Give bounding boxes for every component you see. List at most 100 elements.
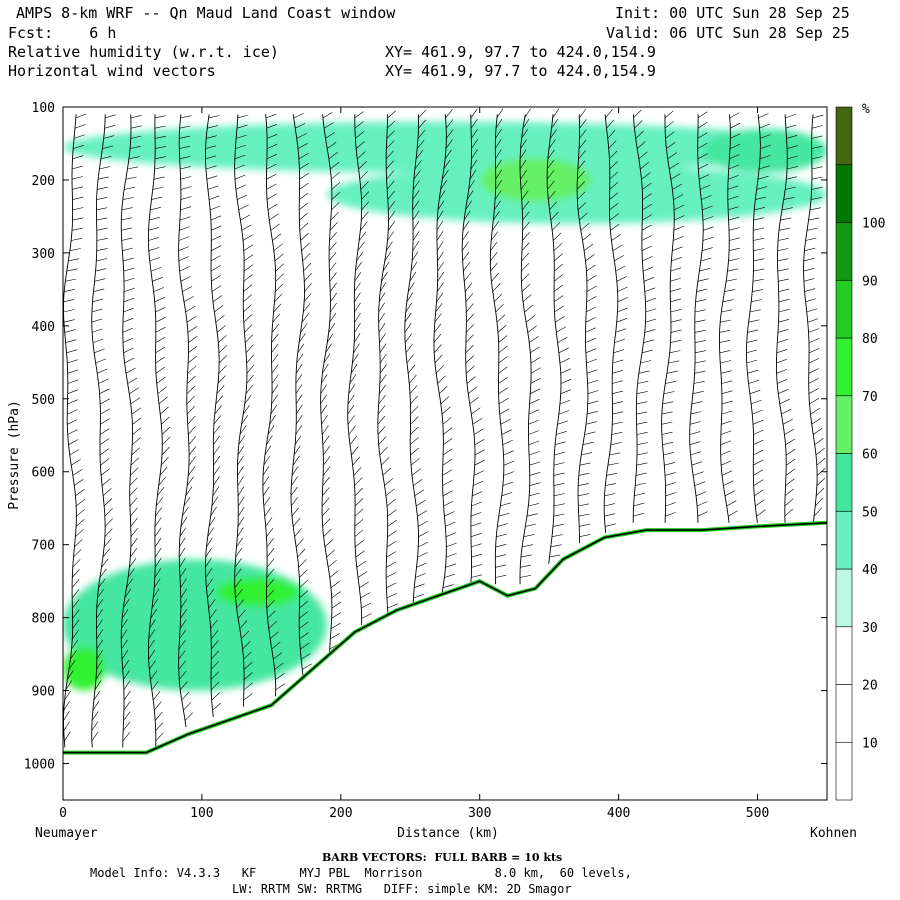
y-tick-label: 500 <box>32 393 55 408</box>
x-tick-label: 500 <box>746 806 769 821</box>
x-axis-label: Distance (km) <box>397 826 499 841</box>
y-tick-label: 300 <box>32 247 55 262</box>
header-line1-right: Init: 00 UTC Sun 28 Sep 25 <box>615 4 850 22</box>
y-tick-label: 700 <box>32 539 55 554</box>
model-info-line2: LW: RRTM SW: RRTMG DIFF: simple KM: 2D S… <box>232 882 572 896</box>
x-tick-label: 400 <box>607 806 630 821</box>
colorbar-swatch <box>835 337 853 397</box>
wind-barb-flags <box>661 110 685 517</box>
colorbar-unit-label: % <box>862 102 870 117</box>
wind-barb-shaft <box>775 114 788 523</box>
wind-barb-flags <box>604 109 629 527</box>
colorbar-level-label: 60 <box>862 448 878 463</box>
wind-barb-flags <box>746 113 771 517</box>
header-line2-right: Valid: 06 UTC Sun 28 Sep 25 <box>606 24 850 42</box>
plot-frame <box>62 106 828 801</box>
x-tick-label: 200 <box>329 806 352 821</box>
colorbar-swatch <box>835 453 853 512</box>
x-start-station-label: Neumayer <box>35 826 98 841</box>
wind-barb-flags <box>320 112 342 650</box>
y-tick-label: 1000 <box>24 758 55 773</box>
wind-barb-shaft <box>404 114 419 605</box>
wind-barb-shaft <box>803 114 818 523</box>
wind-barb-flags <box>148 115 171 742</box>
colorbar-level-label: 50 <box>862 505 878 520</box>
colorbar-level-label: 90 <box>862 274 878 289</box>
wind-barb-flags <box>546 108 572 558</box>
header-line1-left: AMPS 8-km WRF -- Qn Maud Land Coast wind… <box>16 4 396 22</box>
wind-barb-flags <box>178 115 198 721</box>
wind-barb-flags <box>120 115 142 742</box>
header-line4-left: Horizontal wind vectors <box>8 62 216 80</box>
colorbar-swatch <box>835 510 853 570</box>
wind-barb-flags <box>433 109 457 588</box>
wind-barb-shaft <box>63 114 77 748</box>
wind-barb-flags <box>461 108 485 578</box>
wind-barb-shaft <box>178 114 190 728</box>
colorbar-level-label: 20 <box>862 679 878 694</box>
colorbar-level-label: 80 <box>862 332 878 347</box>
wind-barb-flags <box>234 114 255 701</box>
y-tick-label: 600 <box>32 466 55 481</box>
wind-barb-flags <box>689 111 714 517</box>
wind-barb-flags <box>404 109 429 599</box>
wind-barb-shaft <box>262 114 277 697</box>
colorbar-level-label: 70 <box>862 390 878 405</box>
header-line2-left: Fcst: 6 h <box>8 24 117 42</box>
wind-barb-flags <box>91 114 116 742</box>
rh-region-lower-core <box>215 577 300 607</box>
wind-barb-shaft <box>320 114 333 656</box>
wind-barb-flags <box>377 110 398 609</box>
rh-region-upper-maximum-east <box>701 128 827 173</box>
header-line3-right: XY= 461.9, 97.7 to 424.0,154.9 <box>385 43 656 61</box>
wind-barb-flags <box>262 113 286 691</box>
wind-barb-flags <box>347 111 372 619</box>
colorbar-swatch <box>835 164 853 223</box>
colorbar-level-label: 10 <box>862 736 878 751</box>
wind-barb-shaft <box>603 114 619 534</box>
y-axis-label: Pressure (hPa) <box>7 400 22 510</box>
x-tick-label: 100 <box>190 806 213 821</box>
colorbar-level-label: 100 <box>862 217 885 232</box>
x-tick-label: 0 <box>59 806 67 821</box>
colorbar-swatch <box>835 222 853 281</box>
wind-barb-shaft <box>290 114 305 677</box>
y-tick-label: 900 <box>32 685 55 700</box>
wind-barb-flags <box>519 108 541 578</box>
wind-barb-flags <box>719 112 741 517</box>
model-info-line1: Model Info: V4.3.3 KF MYJ PBL Morrison 8… <box>90 866 632 880</box>
wind-barb-flags <box>205 115 228 711</box>
wind-barb-flags <box>576 108 599 537</box>
wind-barb-shaft <box>433 114 447 595</box>
wind-barb-shaft <box>576 114 589 544</box>
header-line4-right: XY= 461.9, 97.7 to 424.0,154.9 <box>385 62 656 80</box>
colorbar-swatch <box>835 568 853 628</box>
colorbar-level-label: 40 <box>862 563 878 578</box>
x-end-station-label: Kohnen <box>810 826 857 841</box>
wind-barb-flags <box>290 113 312 670</box>
terrain-surface-line <box>63 522 828 754</box>
header-line3-left: Relative humidity (w.r.t. ice) <box>8 43 279 61</box>
colorbar-swatch <box>835 279 853 339</box>
y-tick-label: 100 <box>32 101 55 116</box>
barb-note: BARB VECTORS: FULL BARB = 10 kts <box>322 851 563 864</box>
wind-barb-shaft <box>377 114 389 615</box>
colorbar-swatch <box>835 395 853 454</box>
rh-region-upper-band-west <box>63 121 827 173</box>
colorbar-level-label: 30 <box>862 621 878 636</box>
colorbar-swatch <box>835 626 853 685</box>
y-tick-label: 200 <box>32 174 55 189</box>
wind-barb-flags <box>776 114 798 517</box>
wind-barb-flags <box>63 113 87 742</box>
colorbar-swatch <box>835 684 853 743</box>
rh-region-surface-core <box>63 646 105 691</box>
y-tick-label: 800 <box>32 612 55 627</box>
colorbar-swatch <box>835 106 853 166</box>
y-tick-label: 400 <box>32 320 55 335</box>
wind-barb-flags <box>633 109 657 517</box>
rh-region-upper-maximum <box>479 158 591 202</box>
wind-barb-shaft <box>204 114 220 717</box>
wind-barb-flags <box>490 108 515 578</box>
x-tick-label: 300 <box>468 806 491 821</box>
